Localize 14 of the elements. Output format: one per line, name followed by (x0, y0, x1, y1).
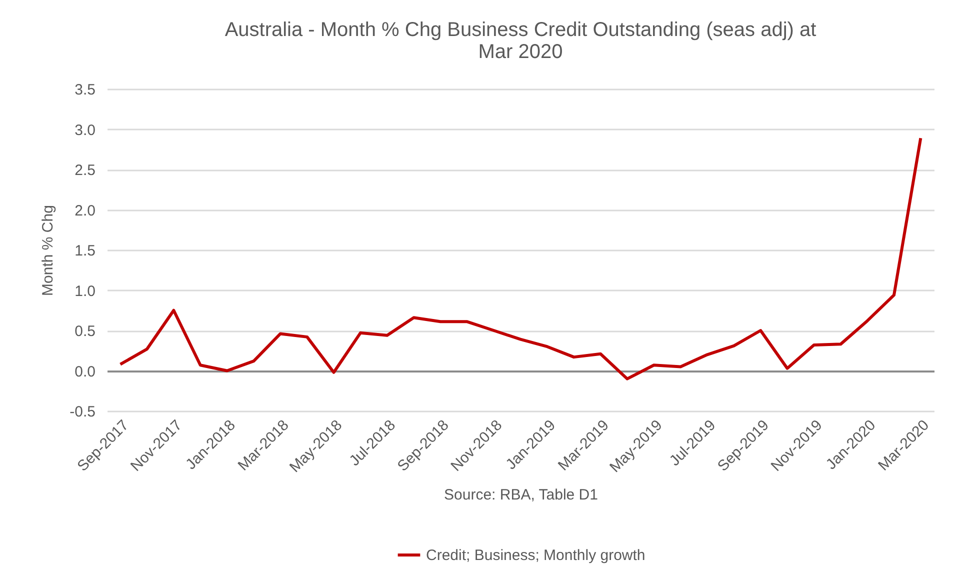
y-tick-label: 3.0 (74, 122, 96, 139)
y-tick-label: 3.5 (74, 82, 96, 98)
line-series (118, 136, 922, 380)
y-tick-label: 0.0 (74, 363, 96, 380)
legend-label: Credit; Business; Monthly growth (426, 547, 646, 564)
y-tick-label: -0.5 (70, 404, 96, 420)
source-note: Source: RBA, Table D1 (444, 486, 598, 504)
y-axis-title: Month % Chg (40, 205, 57, 296)
y-tick-label: 1.5 (74, 242, 96, 260)
y-tick-label: 0.5 (74, 323, 96, 340)
y-tick-label: 1.0 (74, 282, 96, 300)
y-tick-label: 2.0 (74, 202, 96, 220)
chart-title: Australia - Month % Chg Business Credit Outstanding (seas adj) at Mar 2020 (224, 19, 817, 63)
y-tick-label: 2.5 (74, 162, 96, 179)
